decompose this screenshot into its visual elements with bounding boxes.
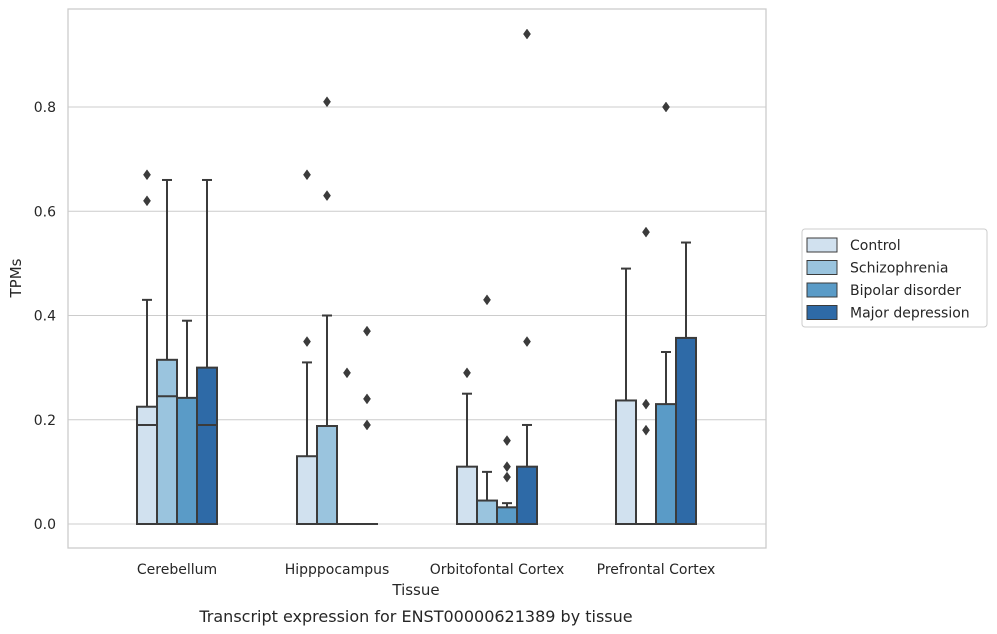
box-1-2 (476, 294, 498, 526)
box-2-0 (176, 319, 198, 526)
legend-label: Major depression (850, 306, 970, 322)
outlier-point (503, 435, 511, 447)
legend-swatch (806, 282, 838, 298)
outlier-point (363, 325, 371, 337)
box-body (296, 455, 318, 525)
outlier-point (143, 195, 151, 207)
y-tick-label: 0.0 (34, 517, 56, 533)
outlier-point (642, 398, 650, 410)
outlier-point (503, 471, 511, 483)
box-layer (136, 28, 697, 526)
legend: Control Schizophrenia Bipolar disorder Majo… (801, 228, 988, 328)
y-tick-label: 0.6 (34, 204, 56, 220)
box-body (496, 506, 518, 526)
box-body (476, 499, 498, 526)
legend-label: Schizophrenia (850, 261, 948, 277)
outlier-point (483, 294, 491, 306)
box-0-1 (296, 169, 318, 525)
outlier-point (463, 367, 471, 379)
outlier-point (363, 393, 371, 405)
outlier-point (642, 226, 650, 238)
box-3-0 (196, 178, 218, 525)
box-body (456, 465, 478, 526)
box-body (615, 399, 637, 525)
box-body (176, 396, 198, 526)
box-body (675, 336, 697, 525)
box-3-2 (516, 28, 538, 526)
legend-swatch (806, 305, 838, 320)
box-body (156, 358, 178, 525)
x-axis-title: Tissue (391, 581, 439, 599)
x-tick-label: Hipppocampus (285, 562, 390, 578)
box-0-2 (456, 367, 478, 526)
box-2-1 (336, 367, 358, 526)
outlier-point (323, 96, 331, 108)
box-body (316, 425, 338, 526)
box-1-1 (316, 96, 338, 526)
y-tick-label: 0.8 (34, 100, 56, 116)
outlier-point (523, 28, 531, 40)
legend-label: Bipolar disorder (850, 283, 961, 299)
y-tick-labels: 0.0 0.2 0.4 0.6 0.8 (34, 100, 56, 533)
legend-swatch (806, 260, 838, 275)
chart-caption: Transcript expression for ENST0000062138… (198, 607, 632, 626)
box-3-3 (675, 241, 697, 525)
box-1-0 (156, 178, 178, 525)
outlier-point (143, 169, 151, 181)
box-body (516, 465, 538, 526)
x-tick-label: Prefrontal Cortex (597, 562, 716, 578)
outlier-point (303, 169, 311, 181)
y-tick-label: 0.2 (34, 413, 56, 429)
box-3-1 (356, 325, 378, 526)
outlier-point (662, 101, 670, 113)
box-0-0 (136, 169, 158, 525)
box-2-2 (496, 435, 518, 526)
outlier-point (303, 336, 311, 347)
x-tick-label: Cerebellum (137, 562, 217, 578)
x-tick-label: Orbitofontal Cortex (430, 562, 565, 578)
outlier-point (343, 367, 351, 379)
outlier-point (363, 419, 371, 431)
plot-frame (67, 8, 767, 549)
y-axis-title: TPMs (7, 258, 25, 298)
legend-frame (801, 228, 988, 328)
box-body (655, 403, 677, 525)
box-body (196, 366, 218, 525)
box-0-3 (615, 267, 637, 525)
legend-swatch (806, 237, 838, 253)
box-1-3 (635, 226, 657, 526)
y-tick-label: 0.4 (34, 309, 56, 325)
x-tick-labels: Cerebellum Hipppocampus Orbitofontal Corte… (137, 562, 715, 578)
legend-label: Control (850, 238, 901, 254)
outlier-point (503, 461, 511, 473)
box-2-3 (655, 101, 677, 525)
outlier-point (642, 424, 650, 436)
outlier-point (523, 336, 531, 347)
outlier-point (323, 190, 331, 202)
